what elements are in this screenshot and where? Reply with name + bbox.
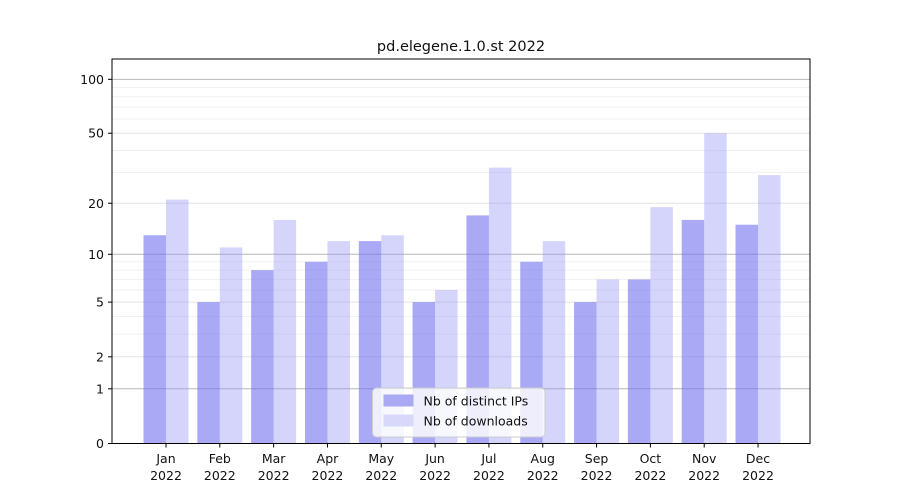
- bar-downloads: [488, 167, 512, 444]
- x-tick-label-month: Jan: [155, 451, 175, 466]
- x-tick-label-month: Nov: [692, 451, 717, 466]
- plot-border: [111, 58, 811, 444]
- bar-distinct-ips: [304, 261, 328, 444]
- x-tick-label-year: 2022: [150, 468, 182, 483]
- y-tick-label: 1: [96, 381, 104, 396]
- x-tick-label-year: 2022: [258, 468, 290, 483]
- x-tick-label-month: Mar: [262, 451, 286, 466]
- bar-downloads: [166, 199, 189, 444]
- bar-downloads: [650, 207, 673, 444]
- legend: [372, 387, 546, 438]
- legend-label-distinct-ips: Nb of distinct IPs: [424, 394, 529, 409]
- bar-distinct-ips: [735, 224, 759, 444]
- x-tick-label-year: 2022: [365, 468, 397, 483]
- x-tick-label-year: 2022: [312, 468, 344, 483]
- y-tick-label: 5: [96, 295, 104, 310]
- y-tick-label: 20: [88, 196, 104, 211]
- x-tick-label-month: Jul: [480, 451, 496, 466]
- bar-distinct-ips: [466, 215, 489, 444]
- bar-downloads: [219, 247, 243, 444]
- x-tick-label-month: Aug: [531, 451, 555, 466]
- legend-swatch-distinct-ips: [383, 394, 414, 407]
- x-tick-label-year: 2022: [527, 468, 559, 483]
- x-tick-label-month: Sep: [585, 451, 609, 466]
- bar-distinct-ips: [143, 235, 166, 444]
- bar-downloads: [596, 279, 620, 444]
- bar-downloads: [758, 175, 781, 444]
- bar-distinct-ips: [197, 302, 220, 444]
- x-tick-label-year: 2022: [419, 468, 451, 483]
- x-tick-label-year: 2022: [742, 468, 774, 483]
- bar-distinct-ips: [627, 279, 651, 444]
- chart-title: pd.elegene.1.0.st 2022: [377, 39, 545, 55]
- x-tick-label-month: May: [368, 451, 394, 466]
- x-tick-label-month: Apr: [317, 451, 339, 466]
- bar-downloads: [542, 241, 566, 444]
- bar-distinct-ips: [574, 302, 597, 444]
- x-tick-label-year: 2022: [473, 468, 505, 483]
- x-tick-label-year: 2022: [688, 468, 720, 483]
- x-tick-label-month: Oct: [640, 451, 662, 466]
- x-tick-label-month: Dec: [746, 451, 770, 466]
- x-tick-label-year: 2022: [204, 468, 236, 483]
- legend-swatch-downloads: [383, 414, 414, 427]
- x-tick-label-month: Feb: [209, 451, 231, 466]
- y-tick-label: 100: [80, 72, 104, 87]
- bar-downloads: [327, 241, 350, 444]
- bar-distinct-ips: [251, 270, 274, 444]
- y-tick-label: 2: [96, 349, 104, 364]
- x-tick-label-month: Jun: [424, 451, 445, 466]
- bar-downloads: [273, 219, 297, 444]
- y-tick-label: 0: [96, 436, 104, 451]
- x-tick-label-year: 2022: [581, 468, 613, 483]
- x-tick-label-year: 2022: [634, 468, 666, 483]
- legend-label-downloads: Nb of downloads: [424, 414, 528, 429]
- y-tick-label: 50: [88, 126, 104, 141]
- y-tick-label: 10: [88, 247, 104, 262]
- bar-downloads: [704, 133, 727, 444]
- bar-distinct-ips: [681, 219, 705, 444]
